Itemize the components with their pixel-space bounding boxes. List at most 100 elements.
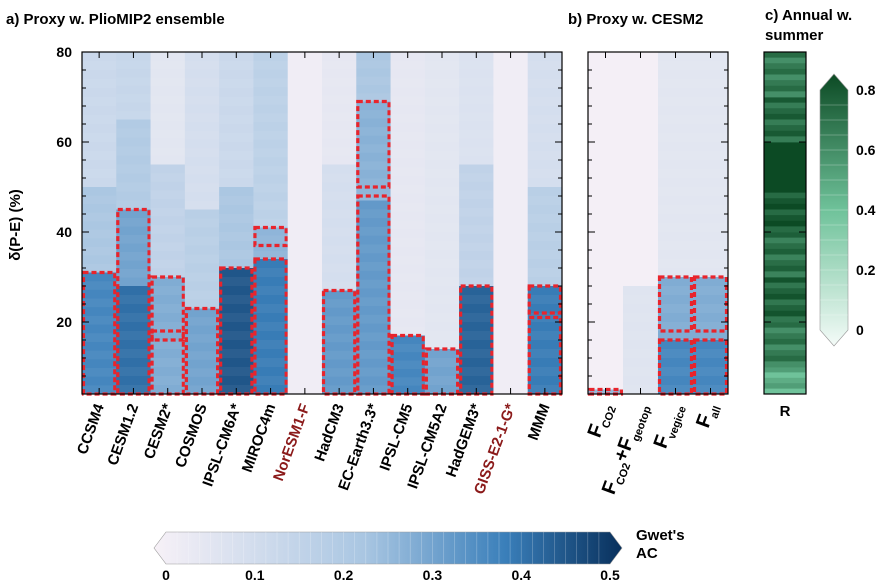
panel-a-band <box>424 133 460 142</box>
panel-b-band <box>623 214 658 223</box>
colorbar-tick-label: 0.2 <box>334 567 354 583</box>
panel-b-sig-box <box>657 275 694 333</box>
panel-a-band <box>459 182 493 191</box>
panel-a-band <box>493 79 528 88</box>
panel-a-band <box>493 178 527 187</box>
panel-a-band <box>151 139 185 148</box>
panel-a-band <box>219 160 253 169</box>
panel-b-band <box>588 362 623 372</box>
panel-a-band <box>356 127 391 136</box>
panel-b-band <box>693 358 728 367</box>
panel-a-band <box>425 268 459 277</box>
panel-a-band <box>184 236 220 246</box>
panel-c-cell <box>764 203 806 210</box>
panel-a-band <box>424 277 460 286</box>
panel-b-band <box>693 169 728 178</box>
panel-a-band <box>253 277 287 286</box>
panel-c-cell <box>764 322 806 329</box>
panel-a-band <box>493 205 528 214</box>
panel-a-sig-box <box>150 329 185 342</box>
panel-b-band <box>623 295 658 304</box>
panel-a-band <box>287 151 322 160</box>
panel-a-band <box>322 227 357 237</box>
panel-a-band <box>391 123 425 132</box>
panel-a-band <box>82 178 116 187</box>
panel-a-band <box>493 232 527 241</box>
panel-b-band <box>588 202 623 212</box>
panel-a-band <box>116 358 150 367</box>
panel-a-band <box>425 196 459 205</box>
panel-b-band <box>588 309 623 319</box>
panel-a-band <box>356 218 390 227</box>
panel-a-band <box>150 242 185 252</box>
panel-a-band <box>459 156 493 165</box>
panel-b-band <box>693 241 728 250</box>
panel-a-band <box>459 95 494 104</box>
panel-b-band <box>693 160 728 169</box>
panel-a-band <box>288 142 322 151</box>
panel-a-band <box>82 151 117 160</box>
panel-a-band <box>528 205 562 214</box>
panel-a-band <box>424 187 460 196</box>
panel-a-band <box>287 169 322 178</box>
panel-c-cell <box>764 350 806 357</box>
panel-a-band <box>356 314 391 324</box>
panel-a-band <box>150 190 185 200</box>
panel-a-band <box>185 70 219 79</box>
panel-a-band <box>82 238 116 247</box>
panel-a-band <box>219 340 253 349</box>
panel-a-band <box>116 322 150 331</box>
panel-a-band <box>493 367 528 376</box>
panel-c-cell <box>764 52 806 59</box>
panel-b-band <box>588 380 623 390</box>
panel-a-sig-box <box>527 284 563 315</box>
panel-a-band <box>390 273 425 283</box>
panel-a-band <box>391 300 425 309</box>
panel-a-band <box>528 88 562 97</box>
panel-a-band <box>253 60 288 70</box>
panel-a-band <box>528 376 562 385</box>
panel-a-band <box>322 60 357 70</box>
r-colorbar-tick-label: 0 <box>856 322 864 338</box>
panel-a-band <box>82 359 116 368</box>
panel-a-band <box>184 148 220 157</box>
panel-a-band <box>150 225 185 234</box>
panel-c-cell <box>764 271 806 278</box>
panel-a-band <box>527 232 562 241</box>
panel-a-cell <box>219 52 254 187</box>
panel-b-band <box>658 79 693 88</box>
panel-a-band <box>253 140 287 149</box>
panel-a-band <box>493 88 527 97</box>
panel-b-band <box>588 123 623 132</box>
panel-b-band <box>623 259 658 268</box>
panel-b-band <box>693 187 728 196</box>
panel-b-band <box>588 265 623 274</box>
panel-a-band <box>528 241 562 250</box>
panel-b-cell <box>623 286 659 394</box>
x-category-label: CESM1.2 <box>104 402 142 468</box>
panel-a-band <box>150 286 185 295</box>
panel-b-band <box>623 160 658 169</box>
panel-a-band <box>391 176 425 185</box>
panel-a-band <box>356 297 391 307</box>
panel-a-band <box>253 322 288 331</box>
panel-a-band <box>493 70 527 79</box>
panel-a-band <box>425 178 459 187</box>
panel-c-cell <box>764 310 806 317</box>
panel-a-band <box>425 106 459 115</box>
panel-a-band <box>356 306 390 315</box>
panel-a-band <box>322 201 356 210</box>
panel-a-band <box>424 79 460 88</box>
panel-a-band <box>184 290 220 300</box>
panel-a-band <box>528 223 562 232</box>
panel-a-band <box>116 164 151 174</box>
panel-a-band <box>425 367 459 376</box>
panel-a-cell <box>322 52 357 165</box>
panel-a-band <box>288 358 322 367</box>
panel-b-band <box>658 349 693 358</box>
panel-a-cell <box>184 308 220 394</box>
panel-a-band <box>287 367 322 376</box>
panel-a-band <box>82 290 116 299</box>
panel-a-band <box>322 273 356 282</box>
panel-a-band <box>459 322 493 331</box>
